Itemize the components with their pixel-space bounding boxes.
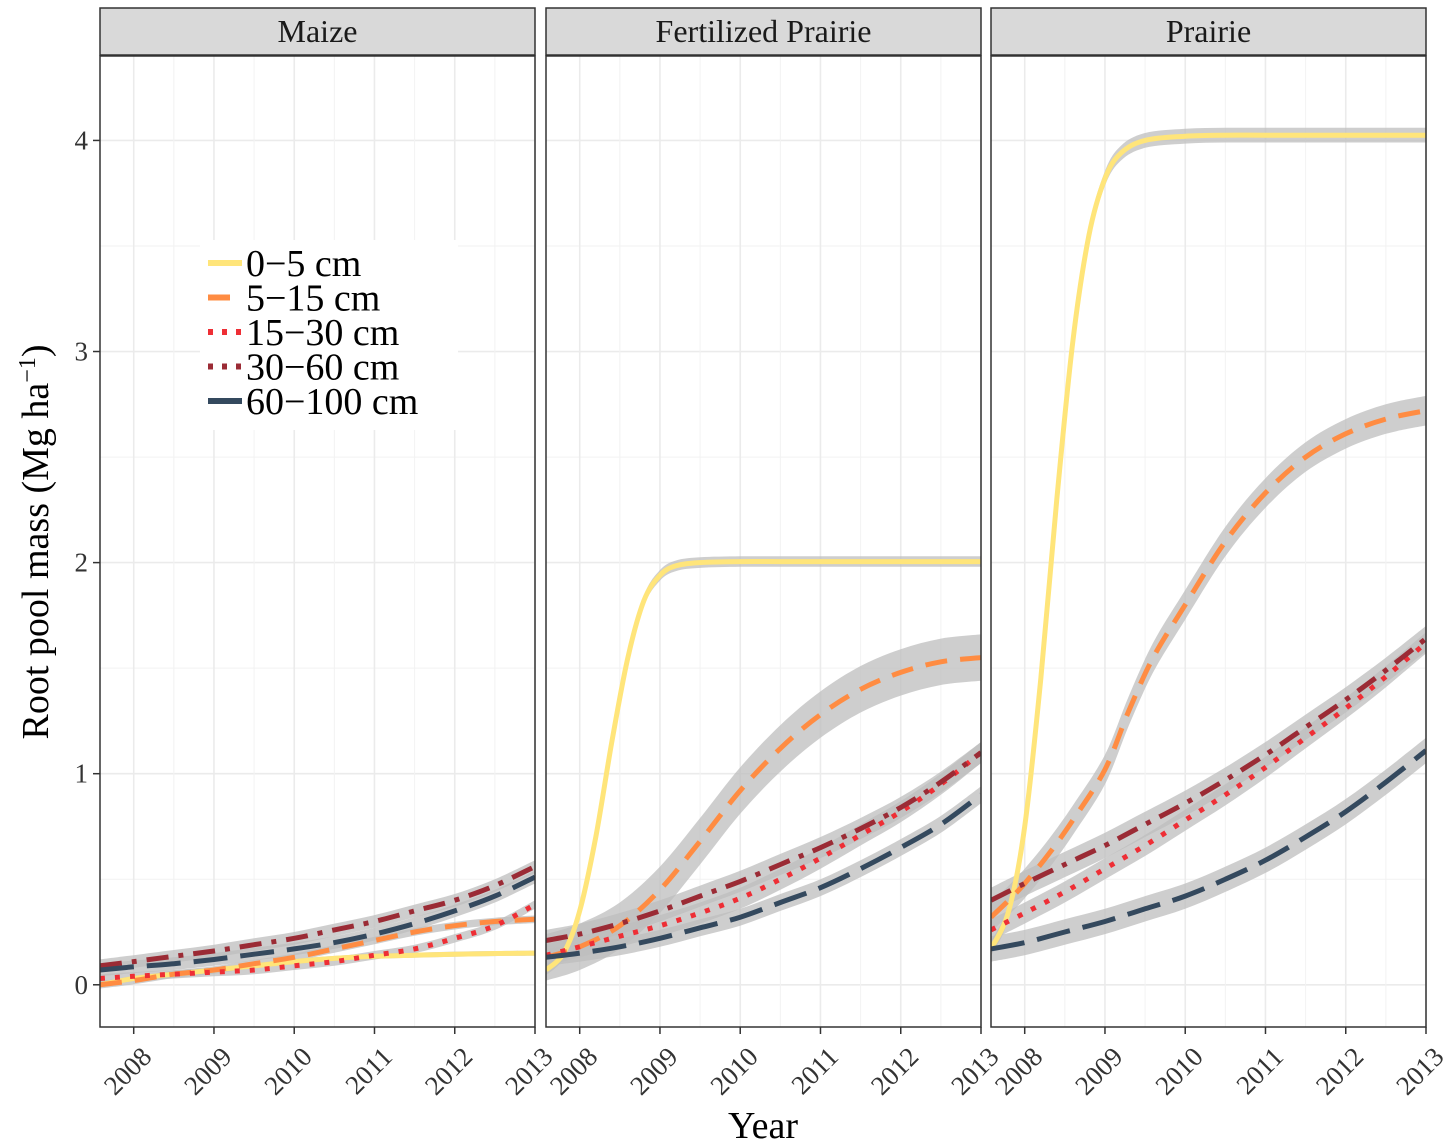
legend-item-5-15: 5−15 cm — [208, 278, 380, 320]
x-tick-label: 2013 — [499, 1041, 558, 1100]
panel-prairie: Prairie 2008 2009 2010 2011 2012 2013 — [989, 7, 1450, 1101]
legend-item-0-5: 0−5 cm — [208, 243, 361, 285]
legend-label: 0−5 cm — [246, 243, 361, 285]
confidence-band-60-100 — [100, 870, 535, 977]
x-tick-label: 2012 — [419, 1041, 478, 1100]
series-group — [100, 860, 535, 989]
y-axis-title-main: Root pool mass (Mg ha — [15, 383, 57, 740]
x-tick-label: 2013 — [1390, 1041, 1449, 1100]
confidence-band-30-60 — [546, 742, 981, 951]
series-line-60-100 — [100, 874, 535, 973]
x-tick-label: 2009 — [178, 1041, 237, 1100]
x-tick-label: 2009 — [1069, 1041, 1128, 1100]
facet-title: Prairie — [1166, 13, 1251, 49]
facet-title: Fertilized Prairie — [656, 13, 872, 49]
facet-title: Maize — [278, 13, 358, 49]
legend-label: 5−15 cm — [246, 278, 380, 320]
plot-background — [100, 56, 535, 1027]
x-tick-label: 2008 — [544, 1041, 603, 1100]
legend-label: 60−100 cm — [246, 381, 418, 423]
x-tick-label: 2008 — [98, 1041, 157, 1100]
y-axis-title-sup: −1 — [15, 357, 41, 383]
panel-border — [545, 55, 982, 1028]
x-axis: 2008 2009 2010 2011 2012 2013 — [544, 1027, 1005, 1101]
y-tick-label: 3 — [75, 337, 89, 367]
x-tick-label: 2012 — [865, 1041, 924, 1100]
x-tick-label: 2011 — [785, 1041, 844, 1100]
series-line-0-5 — [991, 132, 1426, 951]
x-tick-label: 2010 — [704, 1041, 763, 1100]
confidence-band-15-30 — [100, 900, 535, 983]
series-line-30-60 — [546, 750, 981, 943]
legend-label: 15−30 cm — [246, 312, 399, 354]
y-axis: 0 1 2 3 4 — [75, 125, 100, 1000]
confidence-band-15-30 — [991, 632, 1426, 941]
x-axis: 2008 2009 2010 2011 2012 2013 — [98, 1027, 559, 1101]
series-line-15-30 — [991, 640, 1426, 933]
confidence-band-30-60 — [991, 625, 1426, 913]
x-tick-label: 2010 — [1149, 1041, 1208, 1100]
legend-item-15-30: 15−30 cm — [208, 312, 399, 354]
panel-border — [990, 55, 1427, 1028]
series-group — [546, 556, 981, 981]
series-line-0-5 — [546, 559, 981, 972]
y-tick-label: 4 — [75, 125, 89, 155]
series-line-5-15 — [546, 655, 981, 960]
facet-strip — [990, 7, 1427, 56]
x-tick-label: 2008 — [989, 1041, 1048, 1100]
series-line-15-30 — [100, 902, 535, 981]
series-line-60-100 — [991, 748, 1426, 952]
x-axis-title: Year — [728, 1105, 798, 1145]
x-tick-label: 2010 — [258, 1041, 317, 1100]
legend-label: 30−60 cm — [246, 347, 399, 389]
legend-item-60-100: 60−100 cm — [208, 381, 418, 423]
x-tick-label: 2013 — [945, 1041, 1004, 1100]
x-tick-label: 2012 — [1310, 1041, 1369, 1100]
facet-strip — [545, 7, 982, 56]
facet-strip — [99, 7, 536, 56]
x-tick-label: 2011 — [339, 1041, 398, 1100]
series-line-60-100 — [546, 792, 981, 960]
series-line-5-15 — [100, 916, 535, 988]
legend-background — [200, 240, 458, 430]
x-tick-label: 2009 — [624, 1041, 683, 1100]
series-line-5-15 — [991, 408, 1426, 920]
y-tick-label: 2 — [75, 548, 89, 578]
gridlines — [100, 56, 536, 1027]
confidence-band-60-100 — [546, 786, 981, 966]
y-axis-title: Root pool mass (Mg ha−1) — [15, 345, 57, 740]
confidence-band-60-100 — [991, 737, 1426, 962]
y-tick-label: 0 — [75, 970, 89, 1000]
series-line-30-60 — [991, 636, 1426, 903]
x-tick-label: 2011 — [1230, 1041, 1289, 1100]
confidence-band-5-15 — [546, 634, 981, 981]
panel-maize: Maize 2008 2009 2010 2011 2012 2013 — [98, 7, 559, 1101]
series-line-30-60 — [100, 864, 535, 969]
y-axis-title-close: ) — [15, 345, 57, 358]
legend-item-30-60: 30−60 cm — [208, 347, 399, 389]
x-axis: 2008 2009 2010 2011 2012 2013 — [989, 1027, 1450, 1101]
y-tick-label: 1 — [75, 759, 89, 789]
series-group — [991, 127, 1426, 962]
panel-border — [99, 55, 536, 1028]
panels: Maize 2008 2009 2010 2011 2012 2013 Fertilized … — [98, 7, 1450, 1101]
